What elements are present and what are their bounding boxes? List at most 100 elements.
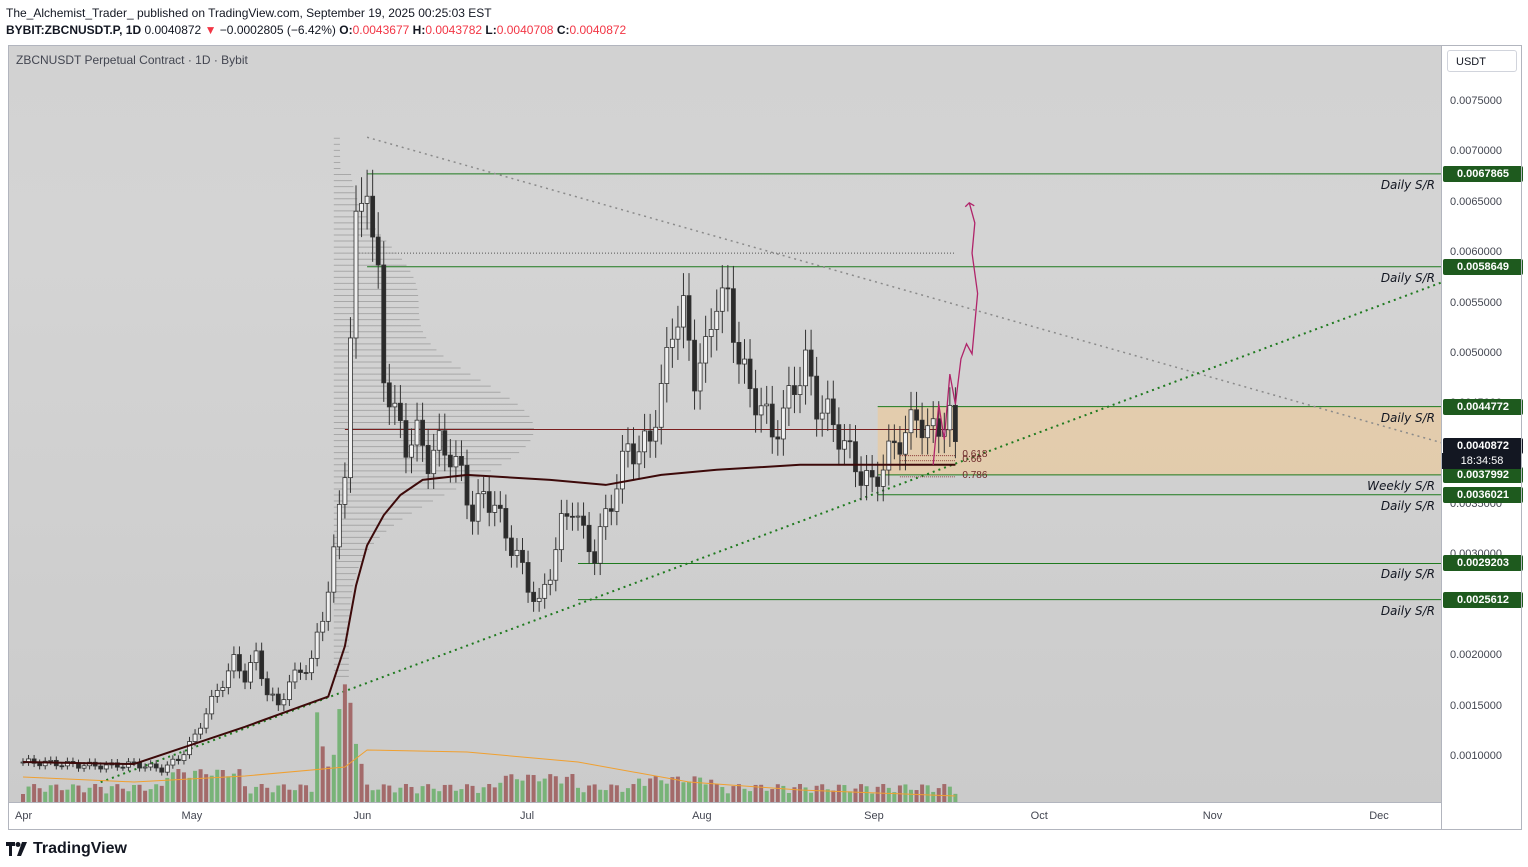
volume-bar: [170, 772, 175, 802]
symbol-label[interactable]: BYBIT:ZBCNUSDT.P, 1D: [6, 23, 142, 37]
volume-bar: [814, 785, 819, 802]
sr-note: Daily S/R: [1380, 177, 1435, 192]
candle-body: [575, 515, 581, 518]
projection-path: [932, 202, 979, 465]
candle-body: [403, 420, 409, 458]
volume-bar: [909, 789, 913, 802]
volume-bar: [265, 787, 270, 802]
volume-bar: [614, 785, 619, 802]
tradingview-logo[interactable]: TradingView: [6, 838, 127, 860]
chart-pane[interactable]: ZBCNUSDT Perpetual Contract · 1D · Bybit…: [8, 45, 1441, 802]
volume-bar: [736, 784, 741, 802]
volume-bar: [470, 785, 475, 802]
volume-bar: [820, 784, 825, 802]
volume-bar: [243, 786, 247, 802]
candle-body: [464, 464, 470, 506]
candle-body: [697, 362, 703, 392]
volume-bar: [903, 784, 908, 802]
volume-bar: [426, 784, 431, 802]
volume-bar: [836, 784, 841, 802]
currency-button[interactable]: USDT: [1447, 50, 1517, 72]
volume-bar: [603, 790, 608, 802]
candle-body: [897, 442, 903, 455]
time-label: Aug: [692, 810, 712, 822]
volume-bar: [831, 790, 836, 802]
volume-bar: [387, 785, 392, 802]
candle-body: [48, 759, 54, 762]
candle-body: [520, 549, 525, 563]
volume-bar: [487, 784, 492, 802]
volume-bar: [664, 783, 669, 802]
volume-bar: [748, 791, 753, 802]
volume-bar: [925, 785, 930, 802]
candle-body: [708, 329, 714, 337]
candle-body: [603, 508, 609, 528]
volume-bar: [531, 775, 536, 802]
volume-bar: [559, 783, 564, 802]
candle-body: [181, 754, 187, 761]
volume-bar: [148, 789, 153, 802]
volume-bar: [43, 791, 48, 802]
time-label: Sep: [864, 810, 884, 822]
volume-bar: [82, 792, 87, 802]
candle-body: [686, 295, 692, 341]
candle-body: [203, 713, 209, 729]
time-axis[interactable]: Apr May Jun Jul Aug Sep Oct Nov Dec: [8, 802, 1441, 831]
volume-bar: [503, 775, 508, 802]
volume-bar: [853, 788, 858, 802]
candle-body: [286, 681, 292, 701]
ohlc-legend: BYBIT:ZBCNUSDT.P, 1D 0.0040872 ▼ −0.0002…: [6, 23, 626, 37]
candle-body: [187, 741, 192, 756]
candle-body: [786, 385, 792, 409]
candle-body: [586, 524, 592, 553]
candle-body: [364, 195, 370, 204]
candle-body: [769, 403, 775, 438]
volume-bar: [431, 788, 436, 802]
candle-body: [192, 733, 198, 742]
candle-body: [597, 526, 603, 564]
volume-bar: [576, 787, 580, 802]
volume-bar: [725, 793, 730, 802]
volume-bar: [537, 781, 542, 802]
volume-bar: [570, 774, 575, 802]
candle-body: [159, 767, 165, 773]
volume-bar: [514, 779, 519, 802]
volume-bar: [753, 784, 758, 802]
candle-body: [775, 436, 781, 440]
candle-body: [825, 398, 831, 414]
volume-bar: [98, 786, 103, 802]
level-price-tag: 0.0036021: [1443, 486, 1523, 503]
candle-body: [525, 562, 531, 593]
volume-bar: [309, 791, 314, 802]
volume-bar: [93, 784, 98, 802]
candle-body: [664, 347, 670, 384]
volume-bar: [59, 790, 64, 802]
candle-body: [625, 443, 631, 452]
volume-bar: [781, 785, 786, 802]
candle-body: [420, 419, 426, 446]
volume-bar: [115, 784, 120, 802]
candle-body: [353, 210, 359, 339]
volume-bar: [215, 769, 220, 802]
price-axis[interactable]: USDT 0.0075000 0.0070000 0.0065000 0.006000…: [1441, 45, 1523, 830]
volume-bar: [803, 787, 808, 802]
candle-body: [925, 425, 931, 439]
descending-trendline: [366, 136, 1441, 444]
volume-bar: [847, 791, 852, 802]
volume-bar: [714, 784, 719, 802]
volume-bar: [209, 775, 214, 802]
last-price: 0.0040872: [144, 23, 202, 37]
chart-canvas[interactable]: [8, 45, 1441, 802]
time-label: Dec: [1369, 810, 1389, 822]
candle-body: [514, 549, 520, 556]
candle-body: [669, 338, 675, 348]
volume-ma-line: [22, 749, 956, 797]
volume-bar: [137, 784, 142, 802]
volume-bar: [481, 787, 486, 802]
candle-body: [31, 758, 37, 764]
volume-bar: [126, 791, 131, 802]
volume-bar: [270, 792, 275, 802]
candle-body: [486, 491, 492, 513]
candle-body: [375, 236, 381, 266]
volume-bar: [542, 778, 547, 802]
